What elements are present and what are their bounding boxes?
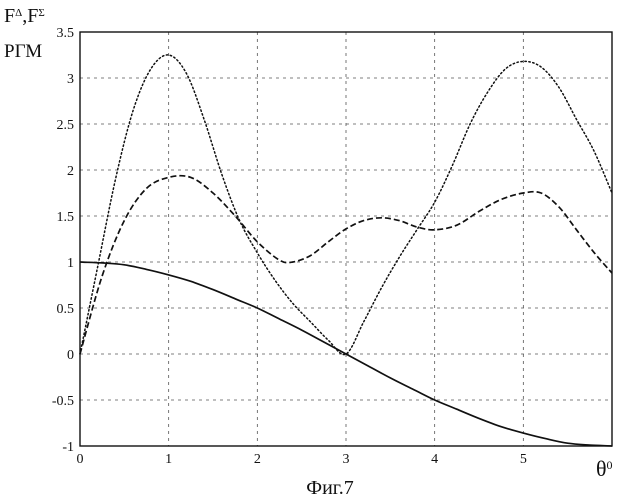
x-tick-label: 5: [520, 452, 527, 467]
y-ticks: -1 -0.5 0 0.5 1 1.5 2 2.5 3 3.5: [52, 26, 74, 455]
x-tick-label: 1: [165, 452, 172, 467]
y-tick-label: -1: [62, 440, 74, 455]
x-tick-label: 4: [431, 452, 438, 467]
y-tick-label: 3.5: [57, 26, 75, 41]
x-tick-label: 3: [343, 452, 350, 467]
y-tick-label: 2.5: [57, 118, 75, 133]
x-ticks: 0 1 2 3 4 5: [77, 452, 527, 467]
y-tick-label: 0: [67, 348, 74, 363]
y-tick-label: 1: [67, 256, 74, 271]
x-tick-label: 2: [254, 452, 261, 467]
y-tick-label: 2: [67, 164, 74, 179]
figure-caption: Фиг.7: [306, 477, 353, 499]
x-axis-label: θ0: [596, 456, 613, 481]
series-line-dotted: [80, 55, 612, 355]
y-tick-label: 1.5: [57, 210, 75, 225]
y-tick-label: -0.5: [52, 394, 74, 409]
y-tick-label: 3: [67, 72, 74, 87]
y-axis-label-top: FΔ,FΣ: [4, 5, 45, 27]
y-axis-label-bottom: РГМ: [4, 41, 42, 62]
x-tick-label: 0: [77, 452, 84, 467]
grid: [80, 32, 612, 446]
y-tick-label: 0.5: [57, 302, 75, 317]
